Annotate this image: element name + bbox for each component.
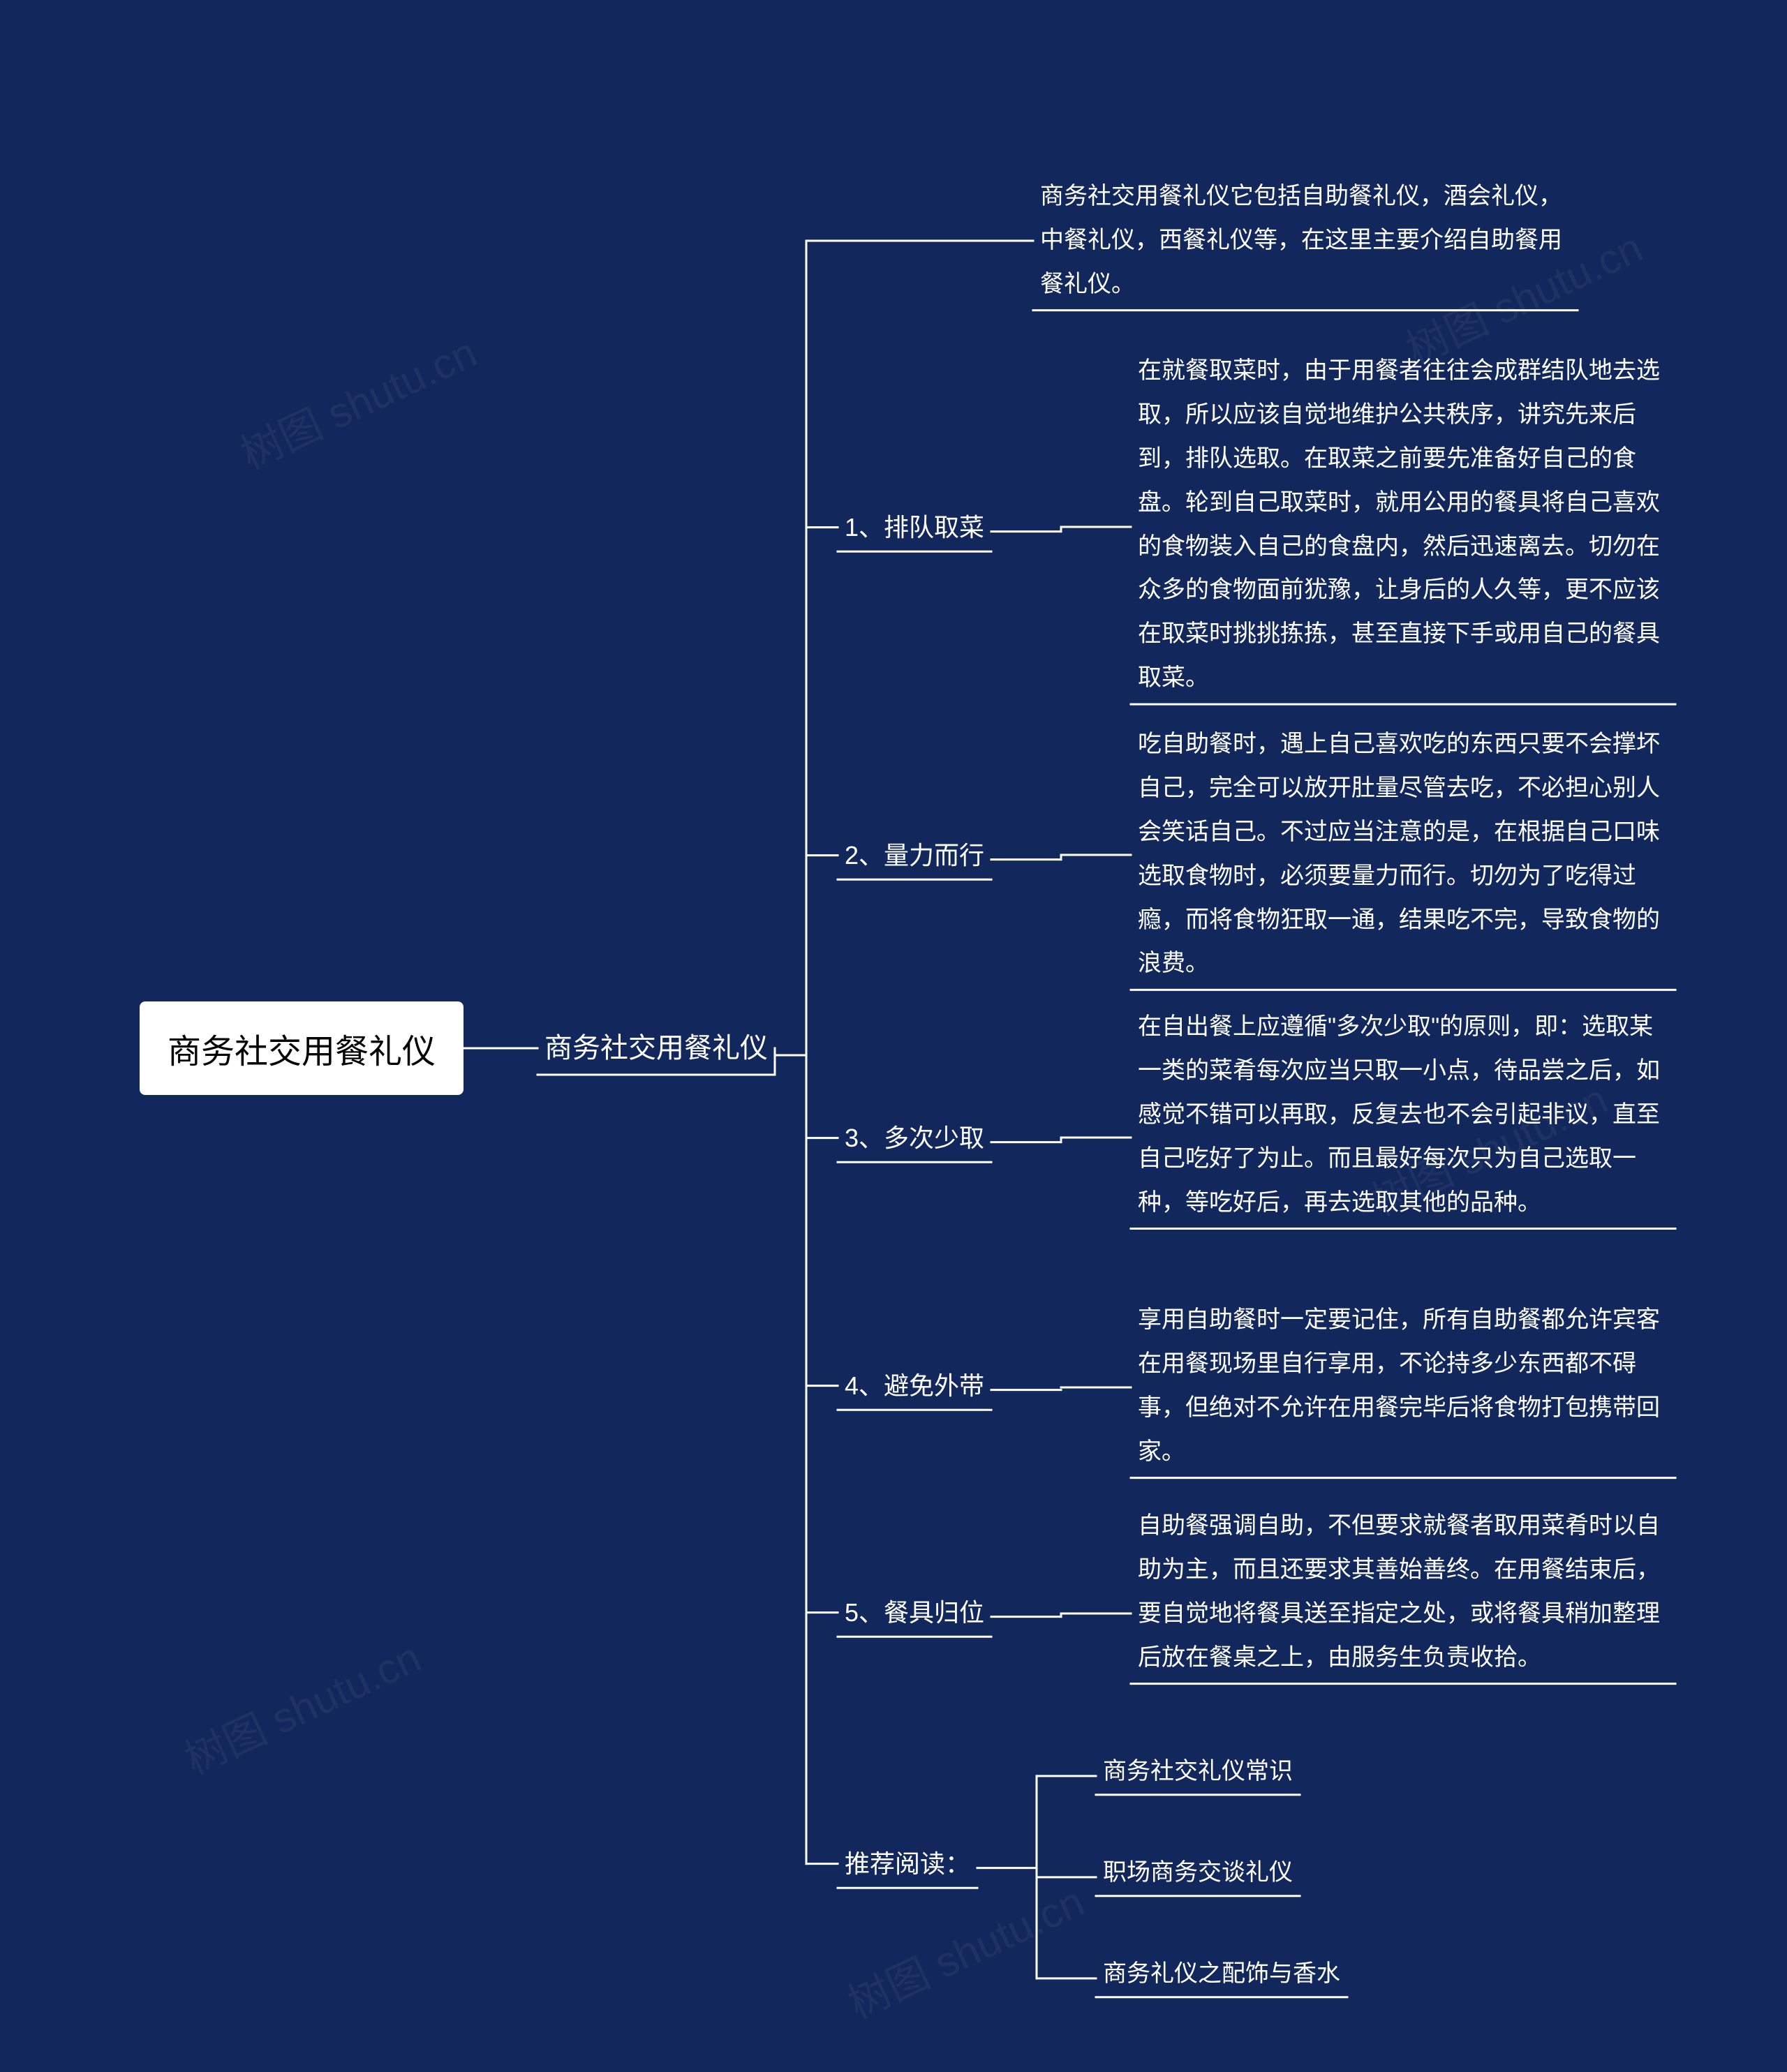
branch-node: 2、量力而行	[845, 834, 984, 877]
level1-label: 商务社交用餐礼仪	[544, 1033, 768, 1064]
branch-description: 吃自助餐时，遇上自己喜欢吃的东西只要不会撑坏自己，完全可以放开肚量尽管去吃，不必…	[1138, 722, 1675, 985]
branch-description: 享用自助餐时一定要记住，所有自助餐都允许宾客在用餐现场里自行享用，不论持多少东西…	[1138, 1298, 1675, 1474]
root-node: 商务社交用餐礼仪	[140, 1001, 464, 1095]
branch-node: 3、多次少取	[845, 1117, 984, 1159]
branch-description: 商务社交用餐礼仪它包括自助餐礼仪，酒会礼仪，中餐礼仪，西餐礼仪等，在这里主要介绍…	[1040, 174, 1578, 306]
root-label: 商务社交用餐礼仪	[168, 1034, 436, 1071]
branch-description: 在自出餐上应遵循"多次少取"的原则，即：选取某一类的菜肴每次应当只取一小点，待品…	[1138, 1005, 1675, 1224]
recommendation-item: 商务社交礼仪常识	[1103, 1752, 1293, 1792]
branch-description: 在就餐取菜时，由于用餐者往往会成群结队地去选取，所以应该自觉地维护公共秩序，讲究…	[1138, 349, 1675, 700]
branch-node: 推荐阅读：	[845, 1842, 970, 1885]
branch-node: 5、餐具归位	[845, 1591, 984, 1634]
branch-node: 4、避免外带	[845, 1364, 984, 1407]
branch-description: 自助餐强调自助，不但要求就餐者取用菜肴时以自助为主，而且还要求其善始善终。在用餐…	[1138, 1504, 1675, 1680]
watermark: 树图 shutu.cn	[230, 319, 485, 481]
branch-node: 1、排队取菜	[845, 506, 984, 549]
recommendation-item: 职场商务交谈礼仪	[1103, 1853, 1293, 1893]
watermark: 树图 shutu.cn	[837, 1868, 1092, 2030]
level1-node: 商务社交用餐礼仪	[544, 1024, 768, 1072]
recommendation-item: 商务礼仪之配饰与香水	[1103, 1954, 1340, 1995]
watermark: 树图 shutu.cn	[174, 1624, 429, 1786]
